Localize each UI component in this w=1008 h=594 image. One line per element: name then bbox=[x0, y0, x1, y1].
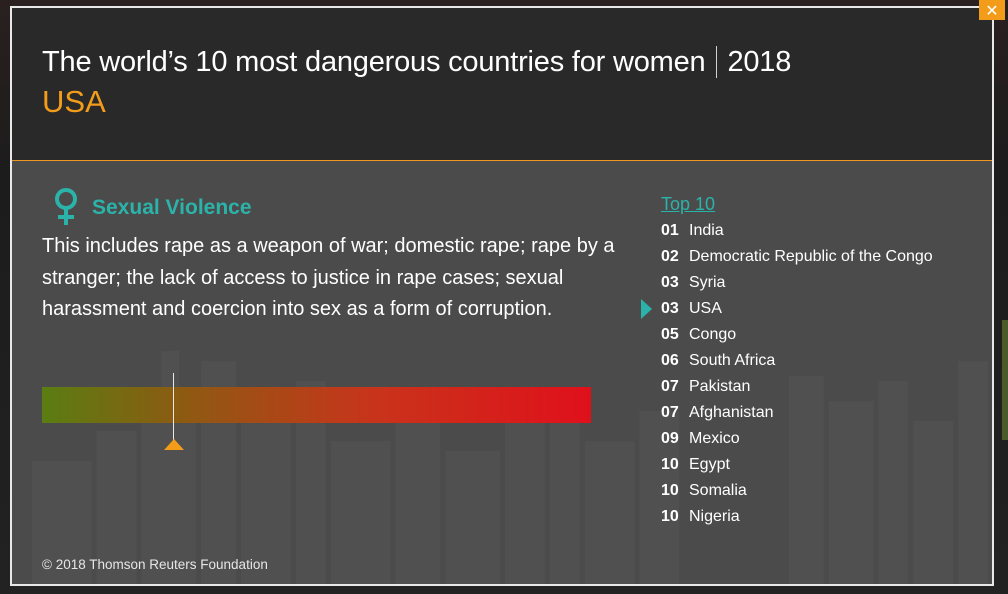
top10-list: 01 India 02 Democratic Republic of the Cong… bbox=[641, 218, 981, 530]
modal-body: Sexual Violence This includes rape as a … bbox=[12, 161, 992, 584]
copyright-notice: © 2018 Thomson Reuters Foundation bbox=[42, 557, 268, 572]
top10-item[interactable]: 09 Mexico bbox=[661, 426, 981, 452]
close-button[interactable]: ✕ bbox=[979, 0, 1005, 20]
top10-country: Congo bbox=[689, 326, 737, 343]
country-title: USA bbox=[42, 84, 106, 119]
top10-country: Pakistan bbox=[689, 378, 751, 395]
top10-country: Mexico bbox=[689, 430, 740, 447]
top10-country: Democratic Republic of the Congo bbox=[689, 248, 933, 265]
top10-heading-link[interactable]: Top 10 bbox=[661, 194, 716, 214]
top10-rank: 03 bbox=[661, 274, 679, 291]
top10-rank: 09 bbox=[661, 430, 679, 447]
top10-item[interactable]: 03 USA bbox=[641, 296, 981, 322]
top10-item[interactable]: 01 India bbox=[661, 218, 981, 244]
top10-rank: 01 bbox=[661, 222, 679, 239]
top10-country: India bbox=[689, 222, 724, 239]
top10-item[interactable]: 02 Democratic Republic of the Congo bbox=[661, 244, 981, 270]
modal-header: The world’s 10 most dangerous countries … bbox=[12, 8, 992, 161]
top10-country: South Africa bbox=[689, 352, 776, 369]
top10-country: Somalia bbox=[689, 482, 747, 499]
page-title: The world’s 10 most dangerous countries … bbox=[42, 45, 706, 78]
top10-rank: 10 bbox=[661, 482, 679, 499]
top10-item[interactable]: 07 Pakistan bbox=[661, 374, 981, 400]
female-symbol-icon bbox=[55, 188, 77, 225]
top10-item[interactable]: 10 Nigeria bbox=[661, 504, 981, 530]
severity-marker-arrow-icon bbox=[164, 439, 184, 450]
top10-item[interactable]: 10 Somalia bbox=[661, 478, 981, 504]
top10-country: Egypt bbox=[689, 456, 730, 473]
title-year: 2018 bbox=[727, 45, 792, 78]
title-divider bbox=[716, 46, 718, 78]
top10-country: USA bbox=[689, 300, 722, 317]
top10-rank: 02 bbox=[661, 248, 679, 265]
top10-country: Nigeria bbox=[689, 508, 740, 525]
title-row: The world’s 10 most dangerous countries … bbox=[42, 42, 791, 82]
infographic-modal: The world’s 10 most dangerous countries … bbox=[10, 6, 994, 586]
current-country-indicator-icon bbox=[641, 299, 652, 319]
top10-rank: 10 bbox=[661, 456, 679, 473]
top10-item[interactable]: 03 Syria bbox=[661, 270, 981, 296]
top10-item[interactable]: 06 South Africa bbox=[661, 348, 981, 374]
top10-rank: 10 bbox=[661, 508, 679, 525]
category-description: This includes rape as a weapon of war; d… bbox=[42, 235, 615, 320]
top10-country: Syria bbox=[689, 274, 726, 291]
background-strip bbox=[1002, 320, 1008, 440]
close-icon: ✕ bbox=[985, 0, 999, 20]
top10-rank: 06 bbox=[661, 352, 679, 369]
top10-rank: 05 bbox=[661, 326, 679, 343]
top10-rank: 07 bbox=[661, 404, 679, 421]
top10-item[interactable]: 07 Afghanistan bbox=[661, 400, 981, 426]
top10-rank: 07 bbox=[661, 378, 679, 395]
top10-rank: 03 bbox=[661, 300, 679, 317]
top10-item[interactable]: 05 Congo bbox=[661, 322, 981, 348]
severity-marker-line bbox=[173, 373, 174, 443]
severity-gradient-bar bbox=[42, 387, 591, 423]
category-title: Sexual Violence bbox=[92, 196, 252, 219]
top10-country: Afghanistan bbox=[689, 404, 774, 421]
top10-item[interactable]: 10 Egypt bbox=[661, 452, 981, 478]
